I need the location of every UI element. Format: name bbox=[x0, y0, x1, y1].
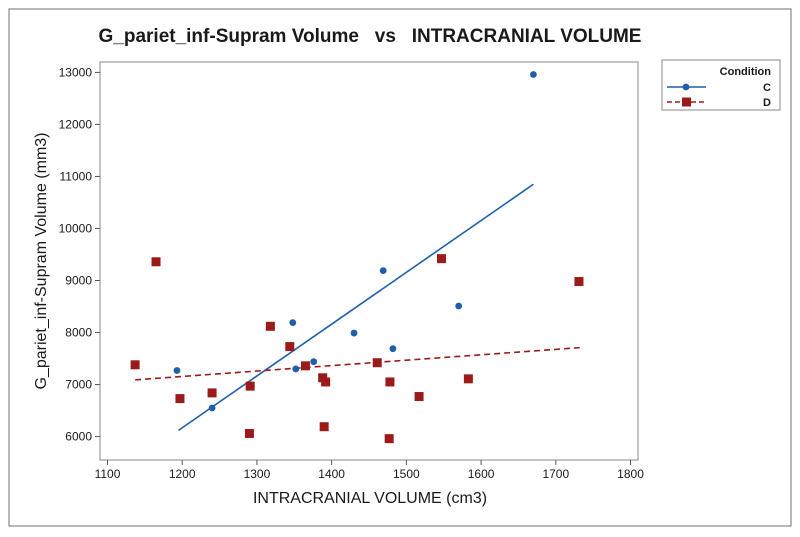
point-c bbox=[173, 367, 181, 374]
point-d bbox=[321, 377, 331, 387]
point-c bbox=[350, 329, 358, 337]
y-tick-label: 11000 bbox=[60, 169, 93, 183]
x-axis: 1100 1200 1300 1400 1500 1600 1700 1800 bbox=[95, 460, 644, 481]
point-d bbox=[151, 257, 161, 267]
y-tick-label: 7000 bbox=[65, 378, 92, 392]
legend-title: Condition bbox=[720, 66, 772, 78]
legend: Condition CD bbox=[661, 59, 781, 111]
point-d bbox=[385, 377, 395, 387]
point-c bbox=[292, 365, 300, 373]
x-tick-label: 1600 bbox=[468, 467, 495, 481]
y-tick-label: 13000 bbox=[59, 65, 93, 79]
point-d bbox=[265, 321, 275, 331]
point-d bbox=[463, 374, 473, 384]
chart-title: G_pariet_inf-Supram Volume vs INTRACRANI… bbox=[99, 26, 642, 47]
plot-area bbox=[99, 61, 639, 461]
point-d bbox=[319, 422, 329, 432]
fit-lines bbox=[135, 183, 580, 432]
y-tick-label: 10000 bbox=[59, 221, 93, 235]
y-axis: 6000 7000 8000 9000 10000 11000 12000 13000 bbox=[59, 65, 100, 444]
x-tick-label: 1200 bbox=[169, 467, 196, 481]
point-d bbox=[574, 277, 584, 287]
x-tick-label: 1700 bbox=[542, 467, 569, 481]
point-c bbox=[389, 345, 397, 353]
point-d bbox=[384, 434, 394, 444]
point-d bbox=[372, 358, 382, 368]
y-axis-label: G_pariet_inf-Supram Volume (mm3) bbox=[33, 133, 50, 390]
point-c bbox=[289, 319, 297, 327]
point-c bbox=[208, 404, 216, 412]
point-d bbox=[436, 254, 446, 264]
point-d bbox=[285, 342, 295, 352]
point-d bbox=[175, 394, 185, 404]
point-d bbox=[300, 361, 310, 371]
legend-marker-c bbox=[682, 83, 690, 91]
y-tick-label: 12000 bbox=[59, 117, 93, 131]
point-c bbox=[455, 302, 463, 310]
legend-label-c: C bbox=[763, 82, 771, 94]
y-tick-label: 8000 bbox=[65, 326, 92, 340]
fit-line-c bbox=[178, 183, 534, 432]
fit-line-d bbox=[135, 346, 580, 381]
point-c bbox=[529, 71, 537, 78]
point-d bbox=[245, 381, 255, 391]
y-tick-label: 6000 bbox=[65, 430, 92, 444]
point-d bbox=[244, 428, 254, 438]
point-c bbox=[310, 358, 318, 366]
point-c bbox=[379, 267, 387, 275]
x-tick-label: 1300 bbox=[244, 467, 271, 481]
legend-label-d: D bbox=[763, 97, 771, 109]
legend-box bbox=[661, 59, 781, 111]
x-tick-label: 1500 bbox=[393, 467, 420, 481]
data-points bbox=[130, 71, 584, 444]
point-d bbox=[414, 392, 424, 402]
x-tick-label: 1400 bbox=[318, 467, 345, 481]
legend-marker-d bbox=[682, 97, 691, 107]
point-d bbox=[130, 360, 140, 370]
y-tick-label: 9000 bbox=[65, 274, 92, 288]
x-axis-label: INTRACRANIAL VOLUME (cm3) bbox=[253, 490, 487, 507]
x-tick-label: 1800 bbox=[617, 467, 644, 481]
point-d bbox=[207, 388, 217, 398]
x-tick-label: 1100 bbox=[95, 467, 121, 481]
